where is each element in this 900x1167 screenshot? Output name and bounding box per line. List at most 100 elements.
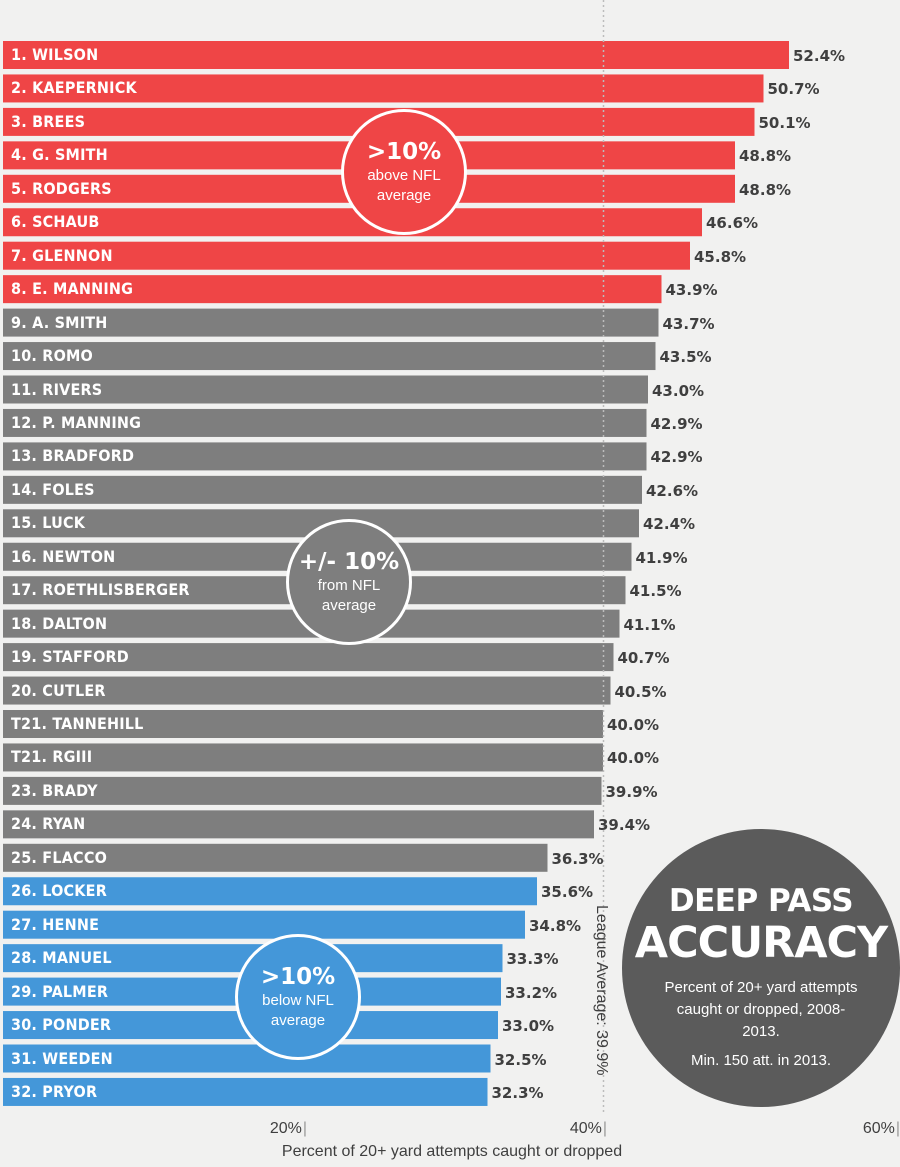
bar-label: 18. DALTON: [11, 613, 108, 633]
league-average-label: League Average: 39.9%: [593, 905, 610, 1076]
data-label: 48.8%: [739, 147, 792, 166]
above-badge-line1: above NFL: [367, 167, 441, 184]
bar: [3, 877, 537, 906]
data-label: 33.0%: [502, 1017, 555, 1036]
data-label: 50.7%: [767, 80, 820, 99]
bar-label: 9. A. SMITH: [11, 312, 108, 332]
bar-label: 13. BRADFORD: [11, 446, 135, 466]
bar: [3, 41, 789, 69]
data-label: 34.8%: [529, 916, 582, 935]
bar-label: 6. SCHAUB: [11, 212, 100, 232]
bar-label: 29. PALMER: [11, 981, 109, 1001]
bar: [3, 442, 647, 471]
avg-badge-line2: average: [321, 597, 377, 614]
data-label: 32.3%: [491, 1083, 544, 1102]
bar: [3, 910, 525, 939]
bar: [3, 342, 656, 371]
chart-title-line2: ACCURACY: [634, 918, 888, 968]
data-label: 39.4%: [598, 816, 651, 835]
data-label: 40.7%: [617, 649, 670, 668]
bar-label: T21. RGIII: [11, 747, 93, 767]
bar-label: 12. P. MANNING: [11, 412, 142, 432]
bar-label: 3. BREES: [11, 111, 86, 131]
below-badge-percent: >10%: [260, 964, 336, 990]
bar: [3, 710, 603, 738]
data-label: 41.9%: [635, 548, 688, 567]
data-label: 42.9%: [650, 414, 703, 433]
data-label: 33.3%: [506, 950, 559, 969]
bar-label: 11. RIVERS: [11, 379, 103, 399]
data-label: 35.6%: [541, 883, 594, 902]
bar: [3, 676, 611, 705]
bar-label: 26. LOCKER: [11, 881, 107, 901]
data-label: 40.5%: [614, 682, 667, 701]
bar-label: 15. LUCK: [11, 513, 86, 533]
bar-label: 20. CUTLER: [11, 680, 106, 700]
bar-label: 10. ROMO: [11, 346, 93, 366]
data-label: 40.0%: [607, 749, 660, 768]
x-tick-label: 40%: [570, 1120, 607, 1138]
bar: [3, 375, 648, 404]
title-circle: DEEP PASS ACCURACY Percent of 20+ yard a…: [622, 829, 900, 1107]
bar-label: T21. TANNEHILL: [11, 714, 144, 733]
data-label: 40.0%: [607, 716, 660, 734]
bar-label: 14. FOLES: [11, 479, 95, 499]
data-label: 46.6%: [706, 214, 759, 233]
bar-label: 24. RYAN: [11, 814, 86, 834]
bar: [3, 208, 702, 237]
data-label: 41.5%: [629, 582, 682, 601]
bar-label: 31. WEEDEN: [11, 1048, 113, 1068]
bar-label: 23. BRADY: [11, 780, 98, 800]
above-average-badge: >10% above NFL average: [341, 109, 467, 235]
bar-label: 7. GLENNON: [11, 245, 113, 265]
data-label: 45.8%: [694, 247, 747, 266]
data-label: 32.5%: [494, 1050, 547, 1069]
avg-badge-percent: +/- 10%: [298, 549, 400, 575]
bar-label: 17. ROETHLISBERGER: [11, 580, 190, 600]
data-label: 43.7%: [662, 314, 715, 333]
below-average-badge: >10% below NFL average: [235, 934, 361, 1060]
bar: [3, 743, 603, 772]
above-badge-percent: >10%: [366, 139, 442, 165]
bar: [3, 241, 690, 270]
bar-label: 16. NEWTON: [11, 546, 116, 566]
above-badge-line2: average: [376, 187, 432, 204]
bar-label: 8. E. MANNING: [11, 279, 134, 299]
data-label: 50.1%: [758, 113, 811, 132]
bar: [3, 408, 647, 437]
data-label: 41.1%: [623, 615, 676, 634]
x-tick-label: 20%: [270, 1120, 307, 1138]
bar: [3, 843, 548, 872]
x-tick-label: 60%: [863, 1120, 900, 1138]
near-average-badge: +/- 10% from NFL average: [286, 519, 412, 645]
data-label: 36.3%: [551, 849, 604, 868]
data-label: 42.4%: [643, 515, 696, 534]
data-label: 48.8%: [739, 180, 792, 199]
data-label: 33.2%: [505, 983, 558, 1002]
data-label: 42.9%: [650, 448, 703, 467]
bar-label: 32. PRYOR: [11, 1081, 98, 1101]
bar-label: 25. FLACCO: [11, 847, 108, 867]
bar: [3, 1044, 491, 1073]
below-badge-line2: average: [270, 1012, 326, 1029]
bar: [3, 74, 764, 103]
data-label: 43.5%: [659, 348, 712, 367]
bar: [3, 776, 602, 805]
bar-label: 4. G. SMITH: [11, 145, 108, 165]
x-axis-label: Percent of 20+ yard attempts caught or d…: [281, 1143, 623, 1160]
chart-subtitle: Percent of 20+ yard attempts caught or d…: [664, 979, 858, 1040]
data-label: 42.6%: [646, 481, 699, 500]
bar: [3, 308, 659, 337]
bar-label: 28. MANUEL: [11, 948, 112, 968]
below-badge-line1: below NFL: [262, 992, 334, 1009]
avg-badge-line1: from NFL: [317, 577, 381, 594]
data-label: 43.9%: [665, 281, 718, 300]
bar: [3, 1077, 488, 1106]
bar: [3, 643, 614, 672]
data-label: 39.9%: [605, 782, 658, 801]
bar-label: 1. WILSON: [11, 45, 99, 64]
bar-label: 19. STAFFORD: [11, 647, 129, 667]
bar: [3, 810, 594, 839]
